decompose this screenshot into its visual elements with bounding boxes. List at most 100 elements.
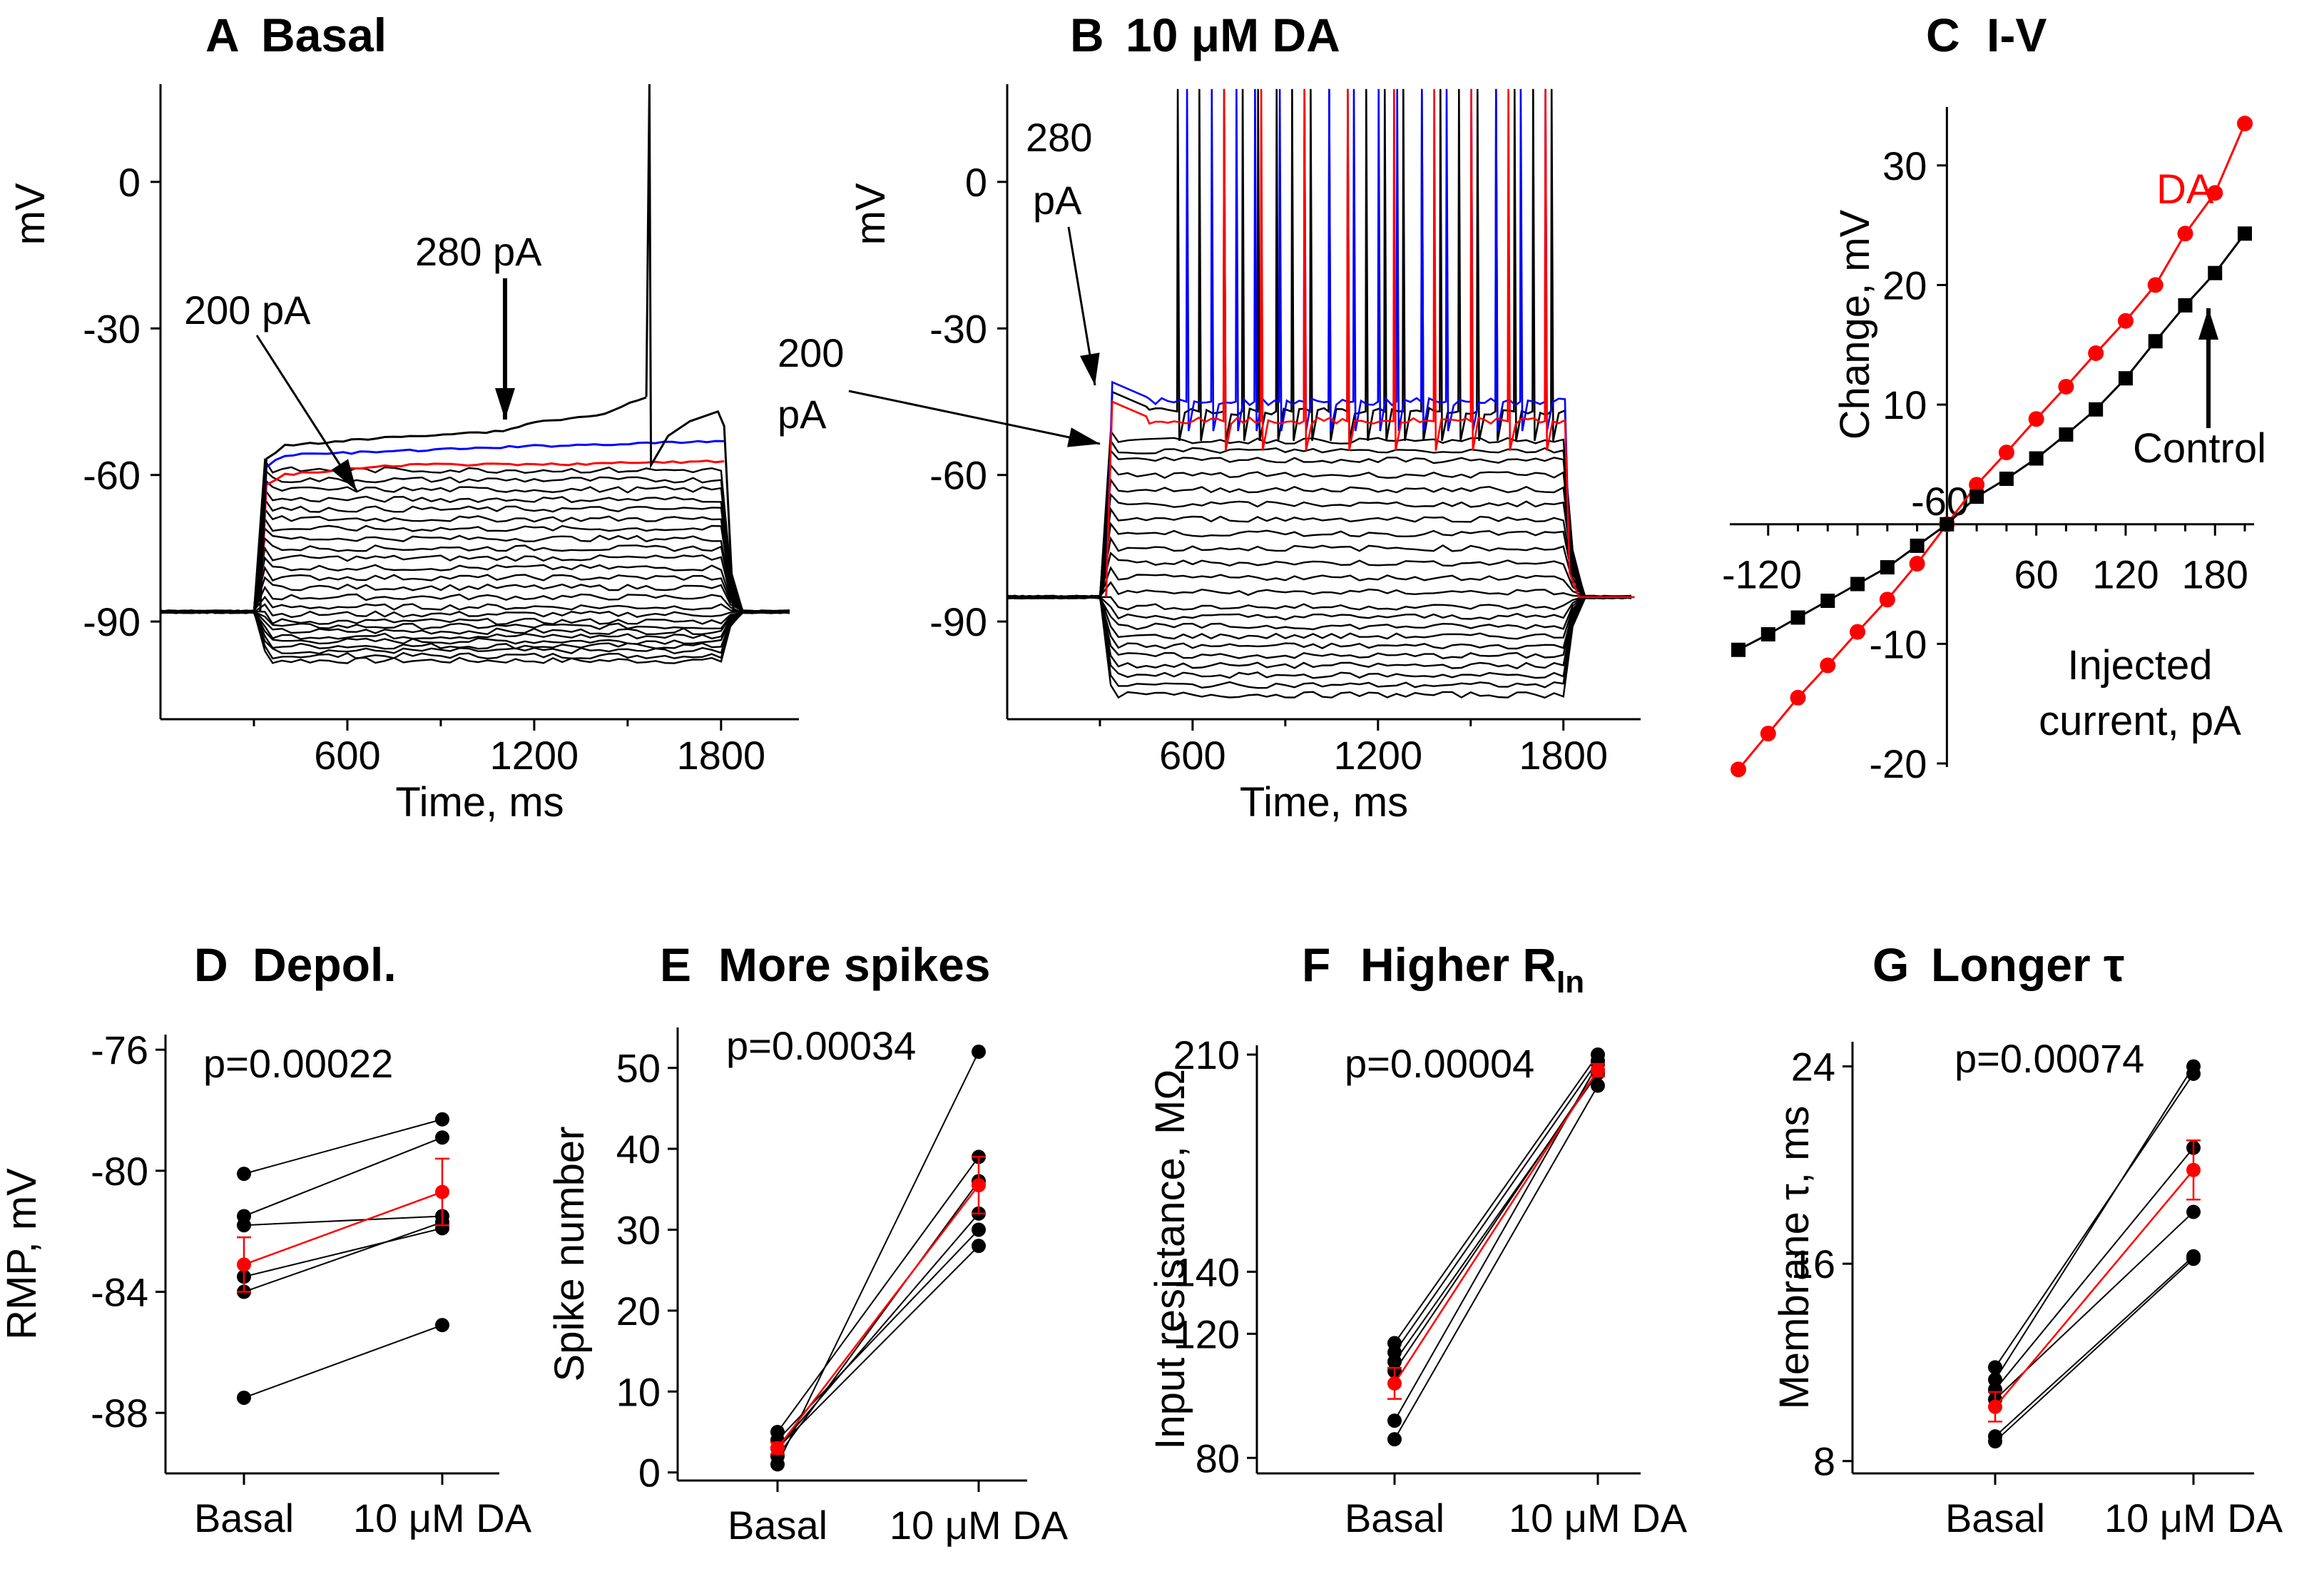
panel-letter: G — [1872, 938, 1909, 991]
p-value: p=0.00004 — [1345, 1041, 1534, 1086]
basal-data-point — [1988, 1382, 2002, 1397]
mean-line — [243, 1191, 443, 1266]
pair-line — [1394, 1085, 1599, 1440]
mean-line — [1393, 1070, 1599, 1384]
da-data-point — [972, 1239, 986, 1254]
pair-line — [1994, 1256, 2194, 1437]
y-tick-label: 140 — [1173, 1249, 1240, 1294]
basal-data-point — [1387, 1413, 1402, 1428]
da-data-point — [2028, 411, 2044, 427]
panel-title: Longer τ — [1931, 938, 2124, 991]
pair-line — [243, 1227, 443, 1278]
y-tick-label: 10 — [1882, 382, 1927, 427]
x-tick-label-basal: Basal — [1945, 1496, 2045, 1540]
control-data-point — [1940, 517, 1954, 532]
pair-line — [243, 1137, 443, 1217]
da-data-point — [2117, 313, 2134, 329]
p-value: p=0.00074 — [1954, 1036, 2144, 1081]
panel-title: Basal — [261, 9, 387, 61]
x-tick-label: 1200 — [1334, 733, 1423, 778]
basal-data-point — [1988, 1434, 2002, 1449]
pair-line — [777, 1213, 979, 1449]
y-tick-label: 20 — [616, 1289, 661, 1334]
da-data-point — [1850, 624, 1866, 640]
da-data-point — [1820, 657, 1836, 674]
control-data-point — [1910, 538, 1925, 553]
x-tick-label-basal: Basal — [1345, 1496, 1444, 1540]
pair-line — [777, 1180, 979, 1457]
panel-e-spike-number: E More spikes 0 10 20 30 40 50 Basal 10 μM DA Spik… — [546, 938, 1069, 1548]
trace-line — [160, 457, 790, 614]
control-data-point — [2178, 298, 2193, 313]
panel-title: More spikes — [718, 938, 991, 991]
da-data-point — [1731, 761, 1746, 778]
da-data-point — [1591, 1078, 1605, 1093]
y-tick-label: -76 — [91, 1027, 148, 1072]
panel-title: 10 μM DA — [1126, 9, 1340, 61]
annotation-200pa-arrow-shaft — [848, 390, 1101, 445]
da-data-point — [972, 1222, 986, 1237]
da-data-point — [1998, 445, 2014, 461]
panel-letter: E — [660, 938, 691, 991]
pair-line — [1994, 1066, 2194, 1381]
control-data-point — [1760, 626, 1775, 641]
y-tick-label: 30 — [1882, 143, 1927, 188]
y-tick-label: 30 — [616, 1207, 661, 1252]
panel-g-membrane-tau: G Longer τ 8 16 24 Basal 10 μM DA Membrane τ, m… — [1771, 938, 2283, 1540]
y-tick-label: 50 — [616, 1046, 661, 1091]
mean-point — [972, 1178, 986, 1193]
p-value: p=0.00034 — [726, 1023, 916, 1068]
da-data-point — [2177, 225, 2193, 242]
mean-line — [1994, 1169, 2194, 1408]
pair-line — [777, 1245, 979, 1449]
mean-line — [777, 1184, 979, 1449]
x-tick-label-extra: -60 — [1911, 479, 1969, 524]
pair-line — [1994, 1147, 2194, 1391]
control-data-point — [1880, 560, 1895, 575]
da-data-point — [2186, 1204, 2201, 1219]
panel-d-rmp: D Depol. -76 -80 -84 -88 Basal 10 μM DA RMP, mV p… — [0, 938, 532, 1540]
mean-point — [1988, 1399, 2002, 1414]
control-data-point — [1999, 472, 2014, 487]
da-data-point — [2237, 116, 2253, 132]
y-axis-label: Input resistance, MΩ — [1147, 1069, 1193, 1449]
x-tick-label: 180 — [2182, 552, 2248, 597]
y-tick-label: 80 — [1196, 1436, 1240, 1481]
panel-c-iv-curve: C I-V -120 60 120 180 30 20 10 -10 -20 -60 Change, m… — [1722, 9, 2266, 786]
panel-b-membrane-traces-da: B 10 μM DA 0 -30 -60 -90 600 1200 1800 Time, ms mV… — [778, 9, 1641, 826]
panel-letter: C — [1926, 9, 1960, 61]
mean-point — [435, 1184, 449, 1199]
x-tick-label: 600 — [1159, 733, 1225, 778]
pair-line — [243, 1222, 443, 1293]
da-data-point — [1790, 689, 1806, 706]
panel-title: Depol. — [253, 938, 397, 991]
annotation-200: 200 — [778, 330, 844, 375]
mean-point — [1591, 1062, 1605, 1077]
da-data-point — [1879, 591, 1895, 608]
trace-280pa-line — [1105, 88, 1635, 599]
x-tick-label-da: 10 μM DA — [890, 1503, 1069, 1548]
mean-point — [770, 1441, 785, 1456]
control-data-point — [2238, 226, 2252, 241]
pair-line — [1394, 1070, 1599, 1372]
control-data-point — [1850, 577, 1865, 591]
annotation-280pa: 280 pA — [415, 229, 542, 274]
y-axis-label: mV — [847, 183, 894, 245]
annotation-280pa-arrow-head — [495, 388, 515, 420]
y-tick-label: -60 — [929, 453, 987, 498]
x-tick-label-da: 10 μM DA — [2104, 1496, 2283, 1540]
y-axis-label: RMP, mV — [0, 1168, 45, 1340]
annotation-pa-2: pA — [778, 392, 827, 437]
mean-point — [1387, 1376, 1402, 1391]
da-data-point — [2186, 1251, 2201, 1266]
spike-line — [645, 83, 735, 612]
y-tick-label: 210 — [1173, 1032, 1240, 1077]
y-tick-label: -30 — [83, 306, 141, 351]
trace-line — [1006, 428, 1632, 600]
x-tick-label-basal: Basal — [194, 1496, 294, 1540]
da-data-point — [2186, 1059, 2201, 1074]
pair-line — [243, 1324, 443, 1398]
x-tick-label: 1800 — [1519, 733, 1608, 778]
panel-letter: B — [1070, 9, 1104, 61]
